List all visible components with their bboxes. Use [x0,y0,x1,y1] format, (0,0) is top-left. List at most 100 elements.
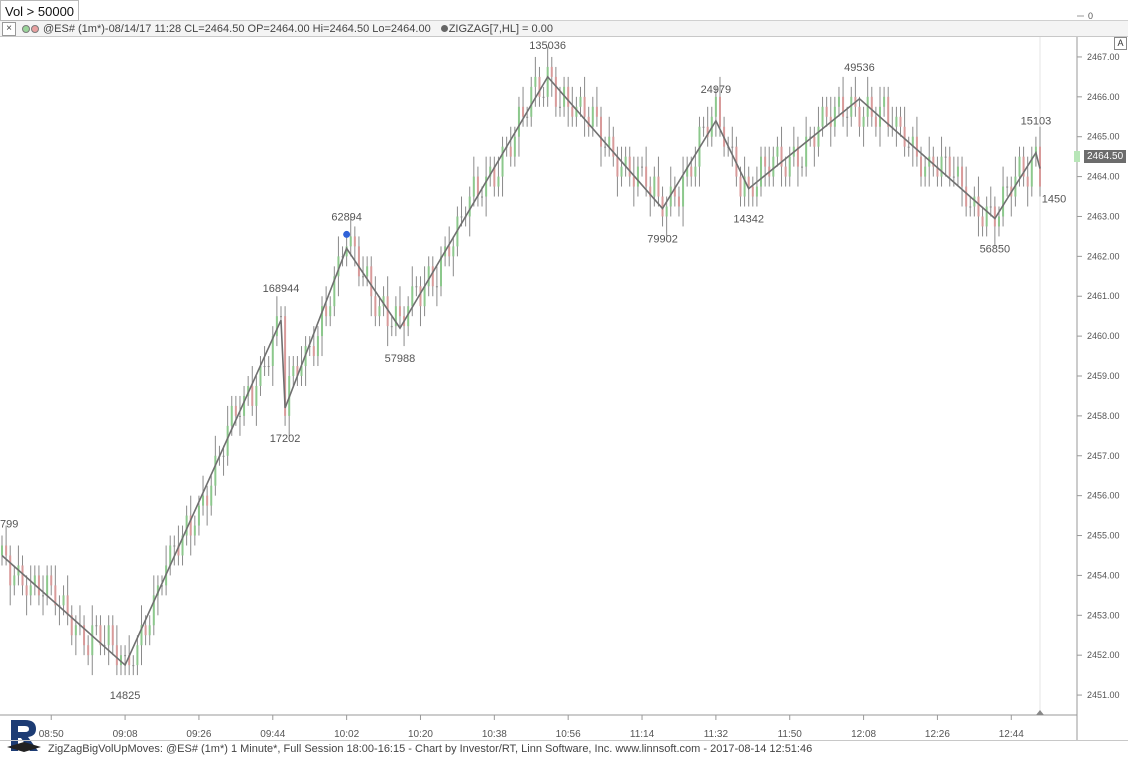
price-bar-body [706,126,709,137]
price-bar-body [349,236,352,247]
price-bar-body [776,146,779,157]
price-bar-body [833,106,836,127]
price-bar-body [419,286,422,307]
price-bar-body [21,565,24,586]
price-bar-body [333,276,336,307]
price-bar-body [669,186,672,207]
price-bar-body [546,66,549,97]
price-bar-body [673,186,676,197]
price-bar-body [1006,186,1009,188]
indicator-pane-top [0,0,1128,21]
price-bar-body [243,395,246,416]
price-bar-body [911,136,914,147]
price-bar-body [714,96,717,117]
last-price-tag: 2464.50 [1084,150,1127,163]
price-bar-body [538,76,541,97]
price-bar-body [755,186,758,197]
close-icon[interactable]: × [2,21,16,36]
price-bar-body [575,106,578,117]
price-bar-body [702,126,705,128]
price-bar-body [292,366,295,376]
price-bar-body [50,575,53,586]
x-tick-label: 10:20 [408,729,433,740]
y-tick-label: 2460.00 [1087,331,1120,341]
price-bar-body [54,585,57,606]
price-bar-body [481,196,484,198]
price-bar-body [842,96,845,117]
y-tick-label: 2463.00 [1087,211,1120,221]
price-bar-body [83,625,86,646]
price-bar-body [989,206,992,208]
price-bar-body [87,645,90,656]
price-bar-body [870,96,873,117]
zigzag-line [1,75,1041,667]
price-bar-body [476,176,479,197]
y-tick-label: 2466.00 [1087,92,1120,102]
price-bar-body [144,625,147,636]
price-bar-body [969,206,972,208]
price-bar-body [70,615,73,636]
price-bar-body [686,166,689,177]
y-tick-label: 2454.00 [1087,570,1120,580]
price-bar-body [148,625,151,636]
zigzag-pivot-label: 56850 [980,243,1011,255]
price-bar-body [202,495,205,506]
visibility-toggle-icons[interactable] [22,24,39,33]
y-tick-label: 2456.00 [1087,491,1120,501]
volume-filter-box[interactable]: Vol > 50000 [0,0,80,21]
zigzag-pivot-label: 79902 [647,233,678,245]
price-bar-body [997,216,1000,227]
price-bar-body [805,136,808,167]
price-bar-body [255,385,258,406]
price-bar-body [608,136,611,147]
x-tick-label: 11:50 [778,729,803,740]
price-bar-body [448,246,451,257]
up-color-icon[interactable] [22,24,30,33]
price-bar-body [33,575,36,586]
price-bar-body [944,156,947,158]
price-bar-body [234,405,237,416]
price-bar-body [29,585,32,596]
price-bar-body [534,76,537,87]
price-bar-body [279,316,282,318]
signal-marker-dot[interactable] [343,230,351,238]
price-bar-body [493,166,496,187]
price-bar-body [649,186,652,197]
price-bar-body [645,166,648,187]
price-bar-body [542,96,545,98]
x-tick-label: 10:56 [556,729,581,740]
price-bar-body [653,176,656,197]
price-bar-body [259,366,262,386]
price-bar-body [899,116,902,127]
price-bar-body [329,306,332,317]
price-bar-body [764,156,767,167]
price-bar-body [439,256,442,287]
x-tick-label: 10:38 [482,729,507,740]
down-color-icon[interactable] [31,24,39,33]
zigzag-pivot-label: 1450 [1042,194,1066,206]
price-bar-body [316,336,319,357]
price-bar-body [801,166,804,168]
price-bar-body [66,595,69,616]
price-bar-body [345,246,348,257]
price-bar-body [251,385,254,406]
price-bar-body [230,405,233,426]
indicator-color-icon[interactable] [440,25,448,32]
price-bar-body [181,535,184,556]
price-bar-body [13,575,16,586]
price-bars [1,46,1041,676]
zigzag-pivot-label: 135036 [529,40,566,52]
price-bar-body [427,266,430,287]
scroll-marker-icon [1036,710,1044,715]
investor-rt-logo-icon [7,720,41,752]
price-bar-body [965,186,968,207]
y-tick-label: 2451.00 [1087,690,1120,700]
price-bar-body [616,156,619,177]
price-bar-body [156,585,159,596]
price-bar-body [111,625,114,646]
auto-scale-button[interactable]: A [1114,37,1127,50]
price-bar-body [850,96,853,117]
price-bar-body [394,306,397,327]
y-tick-label: 2459.00 [1087,371,1120,381]
